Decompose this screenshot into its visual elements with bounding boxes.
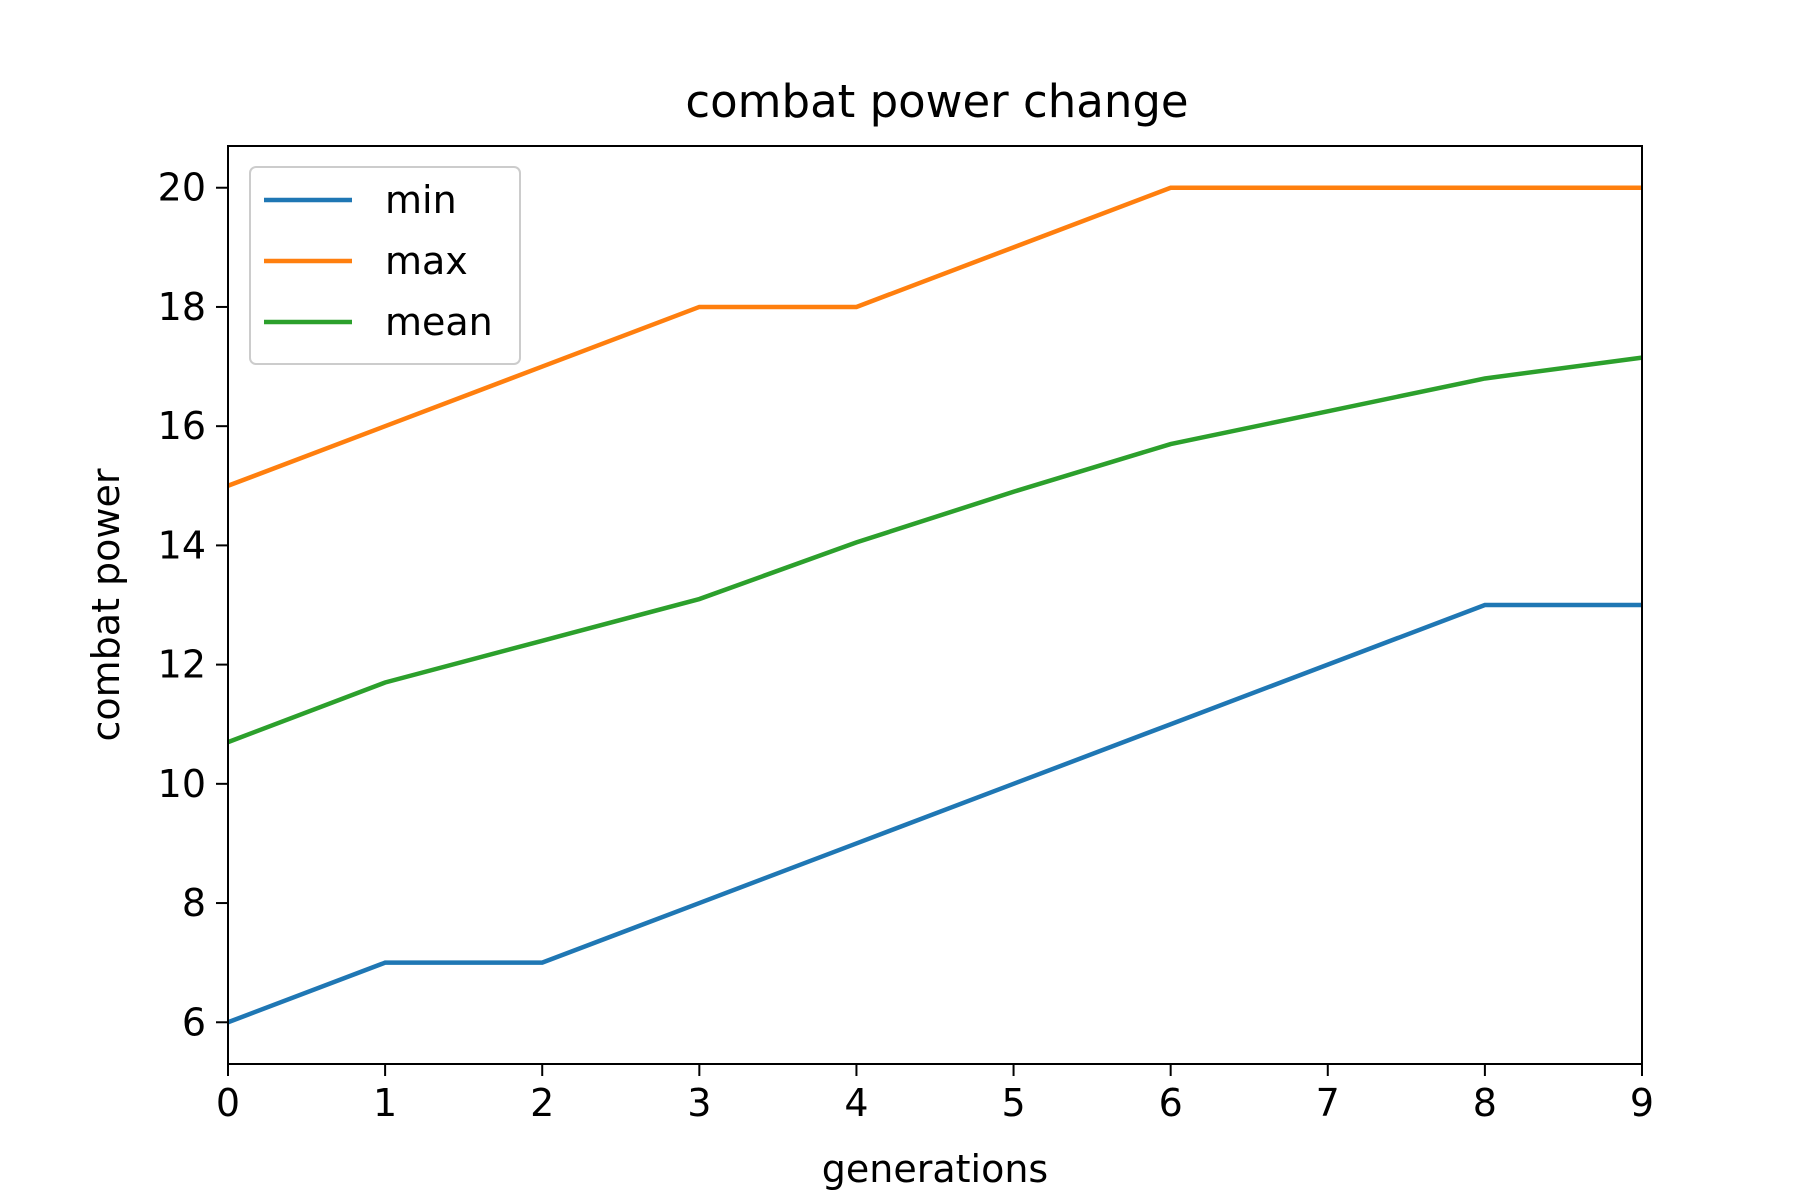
- legend-label-max: max: [385, 239, 468, 283]
- x-tick-label: 5: [1001, 1081, 1025, 1125]
- legend-label-mean: mean: [385, 300, 493, 344]
- x-tick-label: 9: [1630, 1081, 1654, 1125]
- x-tick-label: 2: [530, 1081, 554, 1125]
- x-tick-label: 1: [373, 1081, 397, 1125]
- series-line-min: [227, 602, 1642, 1025]
- chart-title: combat power change: [685, 75, 1188, 128]
- y-tick-label: 14: [158, 523, 206, 567]
- x-tick-label: 4: [844, 1081, 868, 1125]
- x-tick-label: 8: [1473, 1081, 1497, 1125]
- x-tick-label: 6: [1159, 1081, 1183, 1125]
- legend-entries: min max mean: [264, 178, 493, 344]
- y-tick-label: 6: [182, 1000, 206, 1044]
- y-tick-label: 20: [158, 166, 206, 210]
- y-tick-label: 10: [158, 762, 206, 806]
- x-axis-label: generations: [822, 1147, 1048, 1191]
- y-axis-label: combat power: [84, 468, 128, 741]
- y-tick-label: 12: [158, 643, 206, 687]
- series-line-mean: [227, 355, 1643, 745]
- series-layer: [227, 185, 1643, 1025]
- axes-frame: [227, 145, 1643, 1065]
- x-tick-label: 0: [216, 1081, 240, 1125]
- legend-box: [249, 166, 521, 365]
- series-line-max: [227, 185, 1642, 488]
- y-axis-ticks: 6 8 10 12 14 16 18 20: [158, 166, 228, 1044]
- plot-area: [227, 145, 1643, 1065]
- legend: min max mean: [249, 166, 521, 365]
- x-axis-ticks: 0 1 2 3 4 5 6 7 8 9: [216, 1064, 1654, 1125]
- x-tick-label: 3: [687, 1081, 711, 1125]
- y-tick-label: 8: [182, 881, 206, 925]
- x-tick-label: 7: [1316, 1081, 1340, 1125]
- y-tick-label: 16: [158, 404, 206, 448]
- y-tick-label: 18: [158, 285, 206, 329]
- legend-label-min: min: [385, 178, 457, 222]
